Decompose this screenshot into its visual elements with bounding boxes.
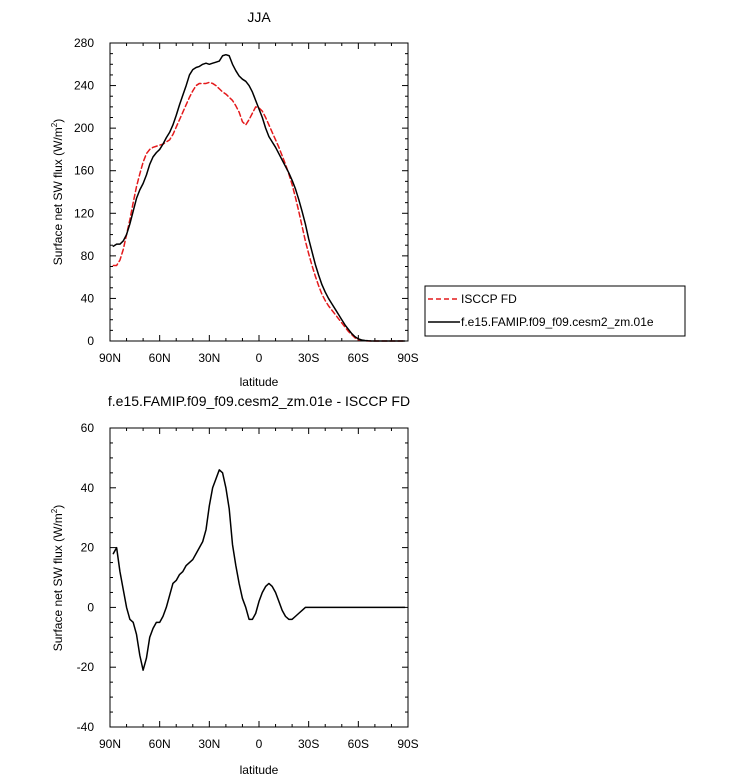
top-plot-frame: [109, 42, 409, 342]
bot-x-tick-label: 90S: [397, 737, 418, 751]
top-plot-title: JJA: [247, 9, 271, 25]
top-x-tick-labels: 90N 60N 30N 0 30S 60S 90S: [99, 351, 419, 365]
bottom-y-tick-labels: -40 -20 0 20 40 60: [77, 421, 95, 734]
top-x-tick-label: 60N: [149, 351, 171, 365]
top-y-tick-label: 0: [87, 334, 94, 348]
bot-y-tick-label: -20: [77, 660, 95, 674]
top-x-axis-label: latitude: [240, 375, 279, 389]
top-x-tick-label: 30N: [198, 351, 220, 365]
bottom-plot-title: f.e15.FAMIP.f09_f09.cesm2_zm.01e - ISCCP…: [108, 393, 410, 409]
bot-y-tick-label: 40: [81, 481, 95, 495]
top-panel: JJA 90N 60N 30N 0 30S 60S 90S 0 40 80 120 160 200 24…: [50, 9, 686, 389]
top-y-tick-labels: 0 40 80 120 160 200 240 280: [74, 36, 94, 348]
bot-y-tick-label: -40: [77, 720, 95, 734]
legend-label-model: f.e15.FAMIP.f09_f09.cesm2_zm.01e: [461, 315, 654, 329]
bot-y-tick-label: 0: [87, 600, 94, 614]
bottom-panel: f.e15.FAMIP.f09_f09.cesm2_zm.01e - ISCCP…: [50, 393, 419, 777]
top-series-line-isccp-fd: [112, 81, 406, 342]
top-y-axis-label-superscript: 2: [50, 122, 59, 127]
legend: ISCCP FD f.e15.FAMIP.f09_f09.cesm2_zm.01…: [424, 285, 686, 337]
top-series-group: [112, 53, 406, 342]
top-y-tick-label: 240: [74, 79, 94, 93]
bot-x-tick-label: 30S: [298, 737, 319, 751]
bot-x-tick-label: 30N: [198, 737, 220, 751]
top-x-tick-label: 90N: [99, 351, 121, 365]
top-y-tick-label: 80: [81, 249, 95, 263]
top-x-tick-label: 0: [256, 351, 263, 365]
top-y-axis-label-close: ): [51, 119, 65, 123]
bot-series-line-difference: [112, 469, 406, 671]
bottom-x-axis-label: latitude: [240, 763, 279, 777]
bottom-plot-frame: [109, 427, 409, 728]
top-y-tick-label: 280: [74, 36, 94, 50]
top-x-tick-label: 90S: [397, 351, 418, 365]
bottom-y-axis-label-close: ): [51, 505, 65, 509]
bot-x-tick-label: 60S: [348, 737, 369, 751]
top-axis-ticks: [109, 42, 409, 342]
bot-x-tick-label: 60N: [149, 737, 171, 751]
top-series-line-f-e15-famip-f09-f09-cesm2-zm-01e: [112, 53, 406, 342]
bottom-series-group: [112, 469, 406, 671]
top-y-axis-label: Surface net SW flux (W/m2): [50, 119, 65, 265]
bot-x-tick-label: 0: [256, 737, 263, 751]
bottom-x-tick-labels: 90N 60N 30N 0 30S 60S 90S: [99, 737, 419, 751]
bottom-y-axis-label-superscript: 2: [50, 508, 59, 513]
bot-y-tick-label: 20: [81, 541, 95, 555]
top-x-tick-label: 60S: [348, 351, 369, 365]
legend-box: [424, 285, 686, 337]
top-y-axis-label-main: Surface net SW flux (W/m: [51, 127, 65, 265]
top-y-tick-label: 120: [74, 206, 94, 220]
bottom-y-axis-label: Surface net SW flux (W/m2): [50, 505, 65, 651]
bottom-axis-ticks: [109, 427, 409, 728]
bot-x-tick-label: 90N: [99, 737, 121, 751]
top-y-tick-label: 160: [74, 164, 94, 178]
legend-label-isccp: ISCCP FD: [461, 292, 517, 306]
top-y-tick-label: 200: [74, 121, 94, 135]
bottom-y-axis-label-main: Surface net SW flux (W/m: [51, 513, 65, 651]
top-y-tick-label: 40: [81, 291, 95, 305]
top-x-tick-label: 30S: [298, 351, 319, 365]
bot-y-tick-label: 60: [81, 421, 95, 435]
